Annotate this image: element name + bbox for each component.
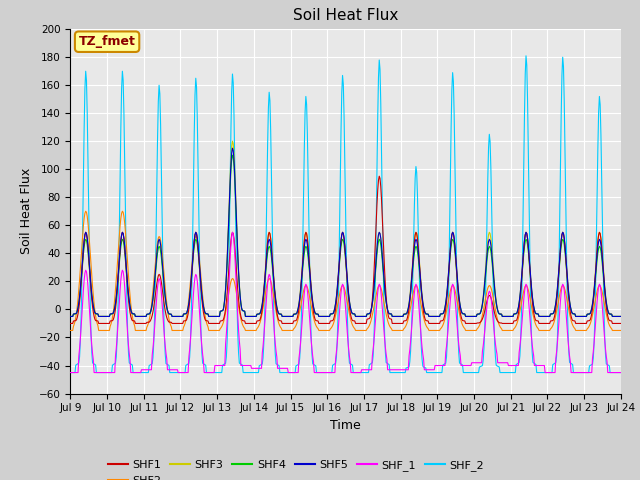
SHF3 — [392, 313, 399, 319]
SHF2 — [338, 284, 346, 289]
Title: Soil Heat Flux: Soil Heat Flux — [293, 9, 398, 24]
SHF2 — [617, 327, 625, 333]
Line: SHF3: SHF3 — [70, 141, 621, 316]
SHF_1 — [188, 326, 195, 332]
SHF1 — [617, 321, 625, 326]
SHF3 — [188, 276, 195, 282]
SHF_2 — [188, 315, 195, 321]
SHF4 — [567, 308, 575, 313]
SHF5 — [228, 145, 236, 151]
SHF_1 — [67, 370, 74, 375]
SHF1 — [567, 313, 575, 319]
SHF_2 — [445, 277, 452, 283]
SHF_2 — [67, 370, 74, 375]
SHF_1 — [211, 363, 219, 369]
SHF2 — [445, 292, 453, 298]
SHF4 — [188, 280, 195, 286]
SHF3 — [338, 232, 346, 238]
Text: TZ_fmet: TZ_fmet — [79, 35, 136, 48]
SHF_2 — [390, 370, 398, 375]
SHF2 — [188, 261, 196, 266]
SHF4 — [445, 261, 453, 266]
X-axis label: Time: Time — [330, 419, 361, 432]
SHF2 — [67, 327, 74, 333]
SHF1 — [445, 258, 453, 264]
SHF_1 — [392, 367, 399, 372]
SHF3 — [211, 313, 219, 319]
SHF1 — [211, 321, 219, 326]
Line: SHF2: SHF2 — [70, 211, 621, 330]
SHF_1 — [445, 307, 453, 312]
SHF_2 — [211, 370, 219, 375]
Line: SHF4: SHF4 — [70, 155, 621, 316]
SHF_1 — [567, 370, 575, 375]
SHF4 — [228, 152, 236, 158]
SHF4 — [67, 313, 74, 319]
SHF5 — [211, 313, 219, 319]
Line: SHF5: SHF5 — [70, 148, 621, 316]
Y-axis label: Soil Heat Flux: Soil Heat Flux — [20, 168, 33, 254]
SHF_2 — [617, 370, 625, 375]
SHF_2 — [337, 128, 345, 133]
Line: SHF_2: SHF_2 — [70, 56, 621, 372]
SHF2 — [118, 208, 126, 214]
SHF1 — [392, 321, 399, 326]
SHF3 — [67, 313, 74, 319]
SHF5 — [567, 307, 575, 313]
SHF4 — [211, 313, 219, 319]
SHF4 — [617, 313, 625, 319]
SHF5 — [67, 313, 74, 319]
SHF3 — [567, 307, 575, 313]
SHF5 — [338, 232, 346, 238]
SHF1 — [67, 321, 74, 326]
SHF1 — [337, 238, 345, 244]
Line: SHF1: SHF1 — [70, 176, 621, 324]
SHF2 — [212, 327, 220, 333]
SHF3 — [445, 256, 453, 262]
SHF5 — [617, 313, 625, 319]
SHF4 — [392, 313, 399, 319]
SHF4 — [338, 239, 346, 244]
SHF_2 — [567, 360, 575, 366]
SHF5 — [392, 313, 399, 319]
SHF5 — [445, 256, 453, 262]
SHF_2 — [522, 53, 530, 59]
SHF_1 — [338, 284, 346, 289]
SHF_1 — [228, 229, 236, 235]
Line: SHF_1: SHF_1 — [70, 232, 621, 372]
SHF3 — [617, 313, 625, 319]
SHF1 — [188, 280, 195, 286]
Legend: SHF1, SHF2, SHF3, SHF4, SHF5, SHF_1, SHF_2: SHF1, SHF2, SHF3, SHF4, SHF5, SHF_1, SHF… — [104, 456, 488, 480]
SHF2 — [567, 318, 575, 324]
SHF3 — [228, 138, 236, 144]
SHF2 — [392, 327, 399, 333]
SHF_1 — [617, 370, 625, 375]
SHF1 — [376, 173, 383, 179]
SHF5 — [188, 276, 195, 282]
